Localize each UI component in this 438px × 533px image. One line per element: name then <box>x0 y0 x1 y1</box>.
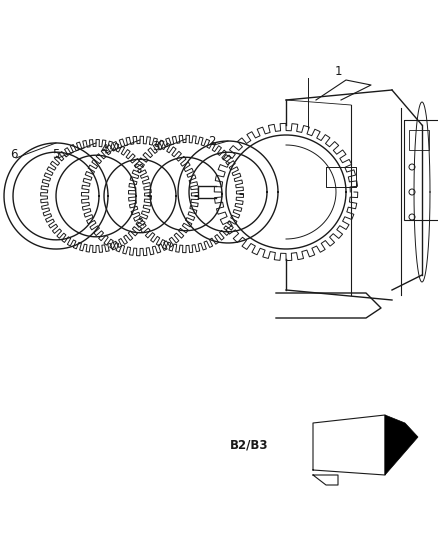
Bar <box>409 130 429 150</box>
Text: 3: 3 <box>152 140 159 153</box>
Bar <box>404 120 438 220</box>
Text: B2/B3: B2/B3 <box>230 439 268 451</box>
Text: 2: 2 <box>208 135 215 148</box>
Polygon shape <box>385 415 418 475</box>
Text: 5: 5 <box>52 148 60 161</box>
Text: 4: 4 <box>100 143 107 156</box>
Text: 6: 6 <box>10 148 18 161</box>
Text: 1: 1 <box>335 65 343 78</box>
